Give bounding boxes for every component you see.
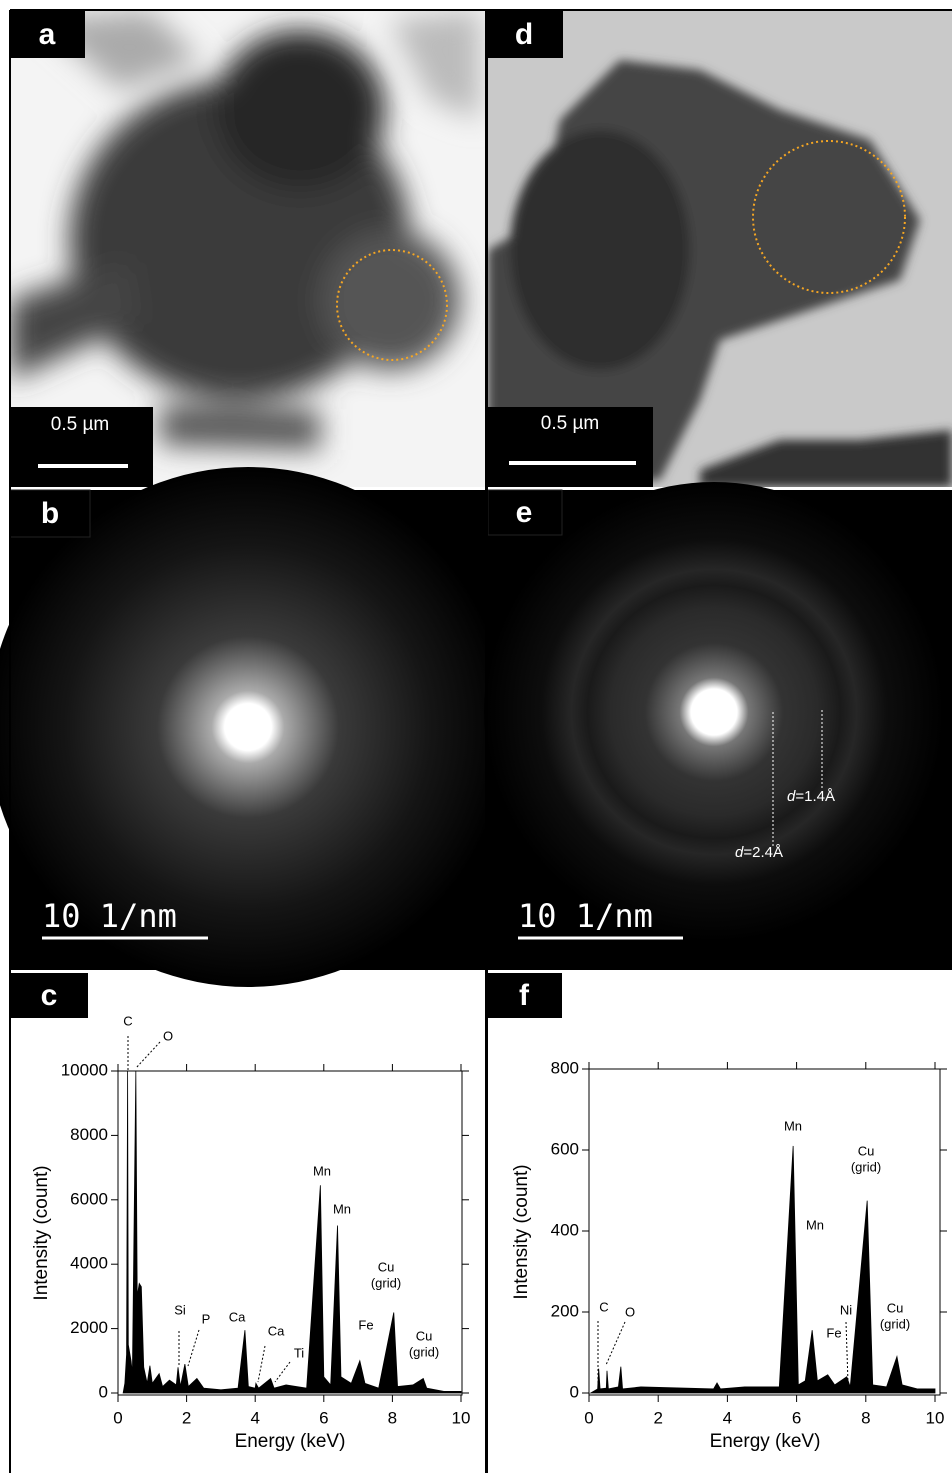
y-tick-label: 400 — [551, 1220, 579, 1239]
y-tick-label: 4000 — [70, 1254, 108, 1273]
x-tick-label: 6 — [792, 1408, 801, 1427]
panel-label: a — [39, 18, 56, 51]
peak-label: C — [123, 1013, 132, 1028]
panel-label: e — [516, 496, 533, 529]
scale-bar-label: 10 1/nm — [42, 897, 177, 935]
peak-label: Cu — [887, 1300, 904, 1315]
peak-label: (grid) — [851, 1159, 881, 1174]
leader — [846, 1322, 848, 1383]
peak-label: Ca — [229, 1309, 246, 1324]
panel-label: f — [519, 979, 530, 1012]
y-tick-label: 2000 — [70, 1318, 108, 1337]
x-tick-label: 6 — [319, 1408, 328, 1427]
y-tick-label: 8000 — [70, 1125, 108, 1144]
x-tick-label: 0 — [584, 1408, 593, 1427]
x-tick-label: 2 — [182, 1408, 191, 1427]
peak-label: Mn — [784, 1118, 802, 1133]
peak-label: Ni — [840, 1302, 852, 1317]
spectrum — [591, 1146, 935, 1393]
d-value: =2.4Å — [743, 844, 783, 861]
panel-label: b — [41, 497, 59, 530]
scale-bar-label: 0.5 µm — [541, 413, 599, 434]
peak-label: Mn — [313, 1163, 331, 1178]
peak-label: (grid) — [880, 1316, 910, 1331]
leader — [275, 1362, 290, 1382]
x-tick-label: 10 — [926, 1408, 945, 1427]
peak-label: Mn — [806, 1217, 824, 1232]
peak-label: Mn — [333, 1201, 351, 1216]
x-axis-label: Energy (keV) — [235, 1431, 346, 1452]
d-spacing: d=2.4Å — [735, 844, 783, 861]
x-tick-label: 8 — [861, 1408, 870, 1427]
leader — [136, 1042, 160, 1068]
peak-label: C — [599, 1299, 608, 1314]
y-axis-label: Intensity (count) — [31, 1165, 52, 1300]
peak-label: Fe — [826, 1325, 841, 1340]
peak-label: Cu — [378, 1259, 395, 1274]
figure: a 0.5 µm d 0.5 µm b 10 1/nm e 10 1/nm d=… — [0, 0, 952, 1473]
peak-label: P — [202, 1311, 211, 1326]
x-tick-label: 4 — [250, 1408, 259, 1427]
y-tick-label: 6000 — [70, 1189, 108, 1208]
y-tick-label: 0 — [570, 1382, 579, 1401]
scale-bar-label: 0.5 µm — [51, 414, 109, 435]
y-tick-label: 0 — [99, 1382, 108, 1401]
y-axis-label: Intensity (count) — [511, 1164, 532, 1299]
peak-label: (grid) — [409, 1344, 439, 1359]
peak-label: Cu — [416, 1328, 433, 1343]
peak-label: Ti — [294, 1345, 304, 1360]
x-tick-label: 10 — [452, 1408, 471, 1427]
y-tick-label: 200 — [551, 1301, 579, 1320]
peak-label: Fe — [358, 1317, 373, 1332]
d-value: =1.4Å — [795, 788, 835, 805]
y-tick-label: 600 — [551, 1139, 579, 1158]
x-tick-label: 2 — [653, 1408, 662, 1427]
leader — [606, 1322, 625, 1365]
panel-label: c — [41, 979, 58, 1012]
leader — [188, 1330, 199, 1366]
diffraction-glow — [484, 482, 944, 942]
panel-label: d — [515, 18, 533, 51]
peak-label: Si — [174, 1302, 186, 1317]
x-tick-label: 4 — [723, 1408, 732, 1427]
peak-label: (grid) — [371, 1275, 401, 1290]
peak-label: O — [163, 1028, 173, 1043]
peak-label: O — [625, 1304, 635, 1319]
leader — [258, 1346, 265, 1382]
scale-bar-label: 10 1/nm — [518, 897, 653, 935]
x-tick-label: 0 — [113, 1408, 122, 1427]
x-tick-label: 8 — [388, 1408, 397, 1427]
d-spacing: d=1.4Å — [787, 788, 835, 805]
peak-label: Ca — [268, 1323, 285, 1338]
peak-label: Cu — [858, 1143, 875, 1158]
plot-frame — [589, 1069, 940, 1395]
y-tick-label: 10000 — [61, 1060, 108, 1079]
y-tick-label: 800 — [551, 1058, 579, 1077]
x-axis-label: Energy (keV) — [710, 1431, 821, 1452]
